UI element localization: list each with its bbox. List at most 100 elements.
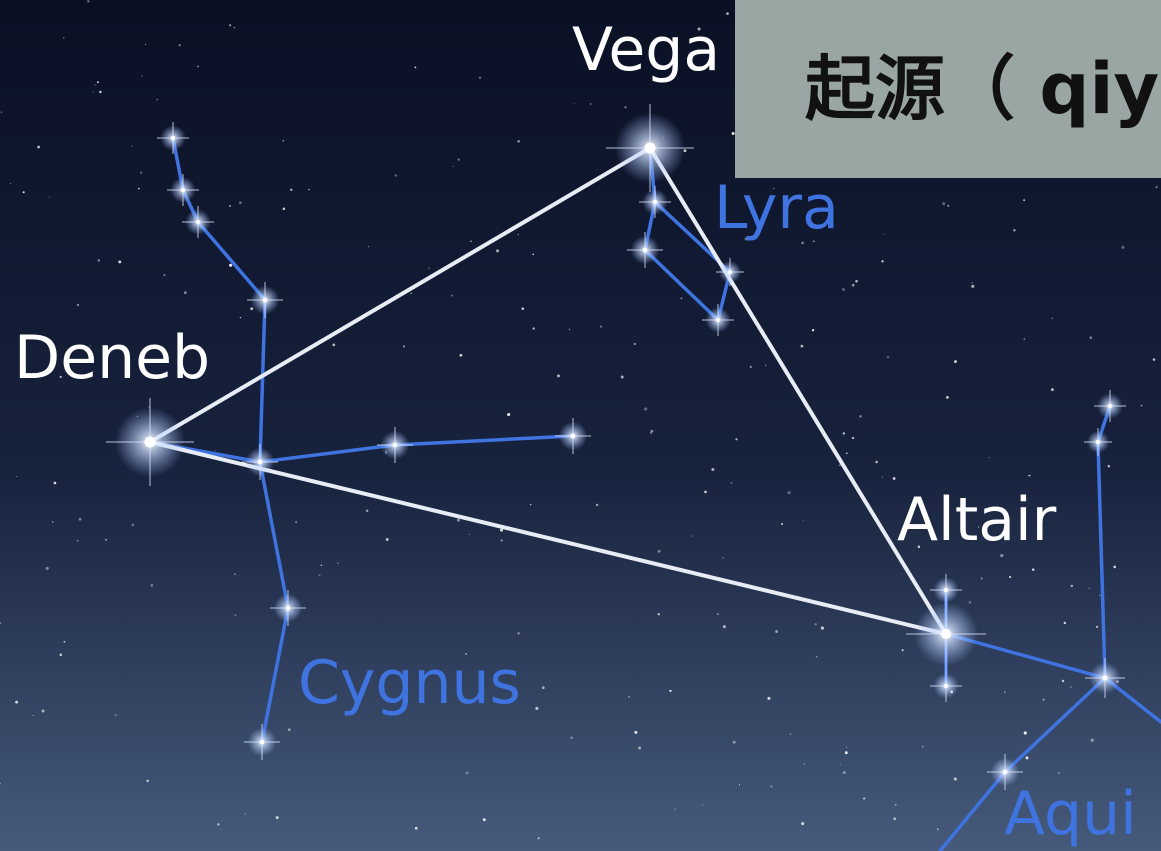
faint-star — [977, 526, 980, 528]
faint-star — [470, 240, 472, 243]
faint-star — [156, 98, 159, 101]
faint-star — [704, 490, 707, 494]
faint-star — [244, 813, 246, 815]
faint-star — [517, 140, 520, 143]
faint-star — [1023, 338, 1026, 340]
faint-star — [337, 562, 339, 564]
faint-star — [644, 407, 648, 411]
faint-star — [883, 233, 885, 235]
faint-star — [295, 521, 297, 523]
faint-star — [881, 260, 884, 263]
faint-star — [971, 282, 973, 284]
faint-star — [178, 44, 181, 47]
star-core — [285, 605, 291, 611]
faint-star — [465, 653, 467, 655]
faint-star — [537, 837, 540, 840]
faint-star — [403, 345, 406, 348]
faint-star — [595, 503, 599, 507]
faint-star — [530, 503, 532, 506]
faint-star — [701, 804, 704, 806]
faint-star — [459, 353, 463, 357]
faint-star — [105, 538, 108, 541]
faint-star — [801, 241, 804, 245]
faint-star — [577, 27, 580, 29]
faint-star — [922, 746, 924, 748]
faint-star — [638, 746, 642, 750]
faint-star — [1025, 756, 1029, 760]
faint-star — [63, 640, 66, 643]
faint-star — [542, 686, 545, 689]
faint-star — [730, 481, 733, 484]
faint-star — [634, 730, 638, 734]
faint-star — [0, 622, 2, 625]
faint-star — [887, 356, 889, 358]
faint-star — [59, 375, 62, 379]
faint-star — [851, 283, 855, 287]
faint-star — [787, 491, 791, 495]
faint-star — [1152, 358, 1156, 361]
star-core — [262, 297, 268, 303]
faint-star — [1004, 691, 1006, 693]
faint-star — [99, 90, 102, 94]
faint-star — [744, 237, 748, 241]
faint-star — [92, 91, 94, 93]
faint-star — [820, 626, 824, 630]
faint-star — [15, 700, 19, 704]
faint-star — [901, 649, 904, 652]
bright-stars — [106, 104, 1126, 790]
faint-star — [775, 630, 779, 633]
faint-star — [1051, 317, 1054, 320]
faint-star — [954, 360, 957, 364]
faint-star — [234, 573, 236, 576]
faint-star — [980, 577, 983, 580]
faint-star — [287, 728, 291, 732]
faint-star — [855, 280, 858, 283]
faint-star — [465, 771, 469, 775]
faint-star — [428, 267, 431, 270]
faint-star — [1023, 199, 1026, 202]
faint-star — [570, 736, 573, 740]
faint-star — [229, 24, 232, 27]
faint-star — [1113, 565, 1117, 569]
faint-star — [1155, 186, 1158, 189]
faint-star — [802, 520, 804, 522]
faint-star — [731, 131, 735, 136]
faint-star — [0, 111, 3, 114]
star-core — [1108, 404, 1112, 408]
faint-star — [947, 204, 950, 207]
faint-star — [233, 26, 236, 29]
faint-star — [863, 797, 866, 800]
star-core — [644, 142, 656, 154]
faint-star — [770, 785, 773, 788]
cygnus-line — [148, 434, 575, 464]
faint-star — [674, 808, 677, 811]
faint-star — [102, 350, 104, 352]
faint-star — [97, 259, 100, 262]
faint-star — [16, 476, 18, 477]
faint-star — [801, 822, 805, 826]
faint-star — [1063, 621, 1067, 625]
faint-star — [318, 574, 321, 577]
faint-star — [815, 655, 818, 658]
faint-star — [150, 583, 154, 587]
faint-star — [1089, 336, 1093, 339]
faint-star — [229, 204, 231, 207]
faint-star — [1023, 731, 1027, 735]
faint-star — [41, 709, 45, 713]
faint-star — [937, 828, 939, 830]
faint-star — [772, 187, 775, 190]
faint-star — [500, 528, 503, 532]
faint-star — [893, 817, 896, 820]
star-label: Deneb — [14, 323, 210, 393]
faint-star — [894, 803, 897, 806]
star-core — [944, 588, 948, 592]
faint-star — [217, 823, 220, 826]
faint-star — [568, 328, 571, 331]
faint-star — [239, 316, 242, 319]
faint-star — [163, 273, 166, 277]
faint-star — [781, 523, 784, 525]
faint-star — [63, 37, 65, 39]
